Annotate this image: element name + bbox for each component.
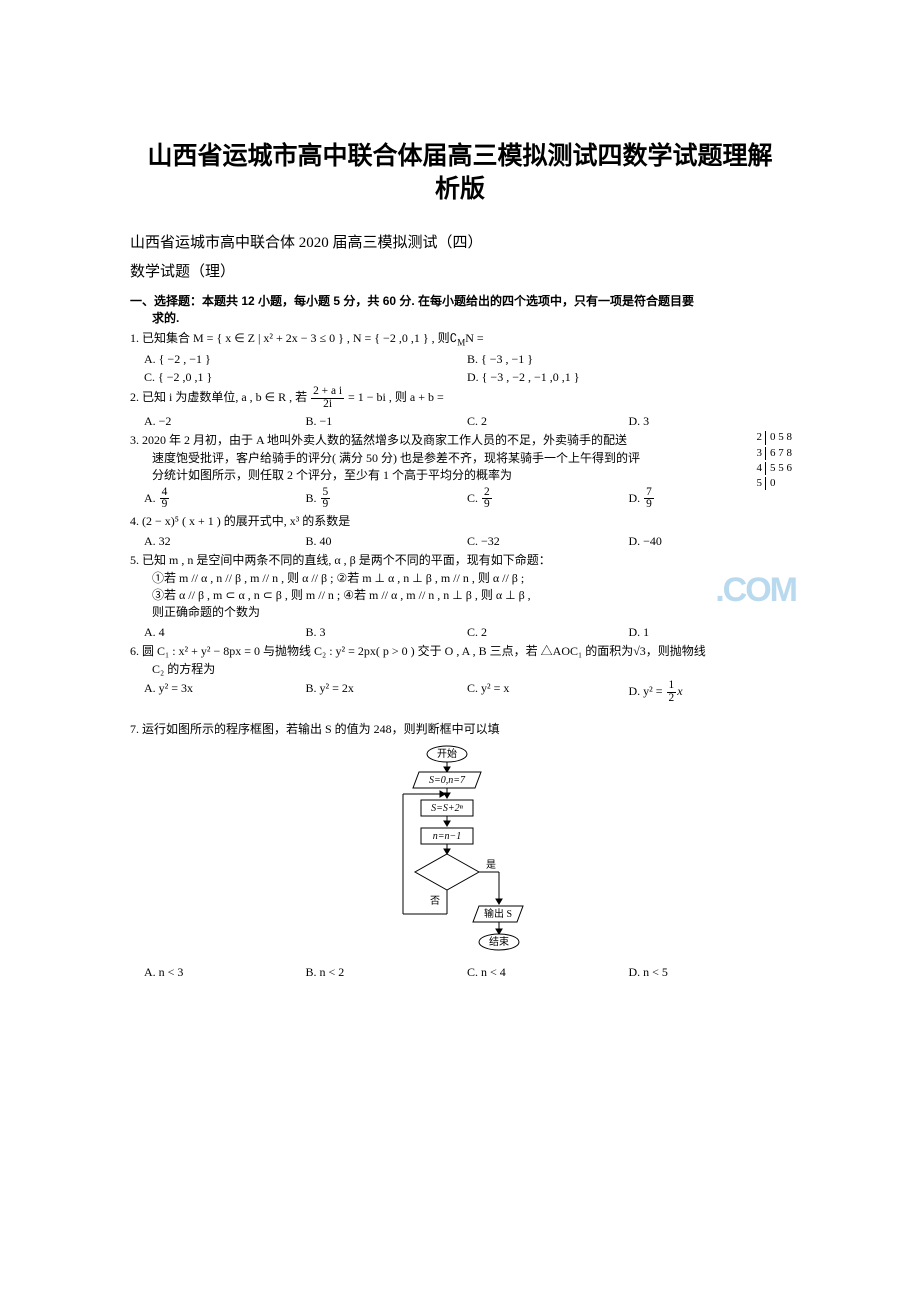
q1-opt-b: B. { −3 , −1 } — [467, 351, 790, 368]
subtitle-2: 数学试题（理） — [130, 260, 790, 281]
question-2: 2. 已知 i 为虚数单位, a , b ∈ R , 若 2 + a i 2i … — [130, 386, 790, 411]
fc-no: 否 — [430, 895, 440, 907]
q7-opt-c: C. n < 4 — [467, 964, 629, 981]
question-7: 7. 运行如图所示的程序框图，若输出 S 的值为 248，则判断框中可以填 — [130, 721, 790, 738]
q7-options: A. n < 3 B. n < 2 C. n < 4 D. n < 5 — [144, 964, 790, 981]
q6-opt-c: C. y² = x — [467, 680, 629, 705]
section-header: 一、选择题：本题共 12 小题，每小题 5 分，共 60 分. 在每小题给出的四… — [130, 293, 790, 328]
question-6: 6. 圆 C₁ : x² + y² − 8px = 0 与抛物线 C₂ : y²… — [130, 643, 790, 678]
question-4: 4. (2 − x)⁵ ( x + 1 ) 的展开式中, x³ 的系数是 — [130, 513, 790, 530]
title-line-1: 山西省运城市高中联合体届高三模拟测试四数学试题理解 — [147, 142, 772, 170]
title-line-2: 析版 — [435, 175, 485, 203]
q4-opt-b: B. 40 — [306, 533, 468, 550]
q6-opt-d: D. y² = 12x — [629, 680, 791, 705]
q6-opt-b: B. y² = 2x — [306, 680, 468, 705]
q5-opt-a: A. 4 — [144, 624, 306, 641]
q5-opt-d: D. 1 — [629, 624, 791, 641]
q6-opt-a: A. y² = 3x — [144, 680, 306, 705]
q7-opt-a: A. n < 3 — [144, 964, 306, 981]
fc-out: 输出 S — [484, 907, 512, 920]
q2-opt-c: C. 2 — [467, 413, 629, 430]
q2-opt-b: B. −1 — [306, 413, 468, 430]
q6-options: A. y² = 3x B. y² = 2x C. y² = x D. y² = … — [144, 680, 790, 705]
q4-opt-c: C. −32 — [467, 533, 629, 550]
fc-step1: S=S+2ⁿ — [431, 803, 463, 814]
q1-opt-c: C. { −2 ,0 ,1 } — [144, 369, 467, 386]
q7-opt-b: B. n < 2 — [306, 964, 468, 981]
q2-fraction: 2 + a i 2i — [311, 386, 344, 411]
main-title: 山西省运城市高中联合体届高三模拟测试四数学试题理解 析版 — [130, 140, 790, 205]
q4-opt-a: A. 32 — [144, 533, 306, 550]
fc-end: 结束 — [489, 935, 509, 948]
q7-opt-d: D. n < 5 — [629, 964, 791, 981]
q4-options: A. 32 B. 40 C. −32 D. −40 — [144, 533, 790, 550]
q3-options: A. 49 B. 59 C. 29 D. 79 — [144, 487, 790, 512]
question-1: 1. 已知集合 M = { x ∈ Z | x² + 2x − 3 ≤ 0 } … — [130, 330, 790, 349]
subtitle-1: 山西省运城市高中联合体 2020 届高三模拟测试（四） — [130, 231, 790, 252]
fc-start: 开始 — [437, 747, 457, 760]
q2-options: A. −2 B. −1 C. 2 D. 3 — [144, 413, 790, 430]
q5-opt-c: C. 2 — [467, 624, 629, 641]
q5-options: A. 4 B. 3 C. 2 D. 1 — [144, 624, 790, 641]
q5-opt-b: B. 3 — [306, 624, 468, 641]
q4-opt-d: D. −40 — [629, 533, 791, 550]
q2-opt-d: D. 3 — [629, 413, 791, 430]
question-3: 3. 2020 年 2 月初，由于 A 地叫外卖人数的猛然增多以及商家工作人员的… — [130, 432, 790, 484]
fc-init: S=0,n=7 — [429, 775, 466, 786]
q2-opt-a: A. −2 — [144, 413, 306, 430]
question-5: .COM 5. 已知 m , n 是空间中两条不同的直线, α , β 是两个不… — [130, 552, 790, 622]
fc-yes: 是 — [486, 859, 496, 871]
q1-opt-a: A. { −2 , −1 } — [144, 351, 467, 368]
q3-opt-a: A. 49 — [144, 487, 306, 512]
q1-opt-d: D. { −3 , −2 , −1 ,0 ,1 } — [467, 369, 790, 386]
q1-options: A. { −2 , −1 } B. { −3 , −1 } C. { −2 ,0… — [144, 351, 790, 386]
fc-step2: n=n−1 — [433, 831, 462, 842]
q3-opt-c: C. 29 — [467, 487, 629, 512]
flowchart-diagram: 开始 S=0,n=7 S=S+2ⁿ n=n−1 是 否 输出 S 结束 — [395, 744, 525, 960]
q3-opt-b: B. 59 — [306, 487, 468, 512]
